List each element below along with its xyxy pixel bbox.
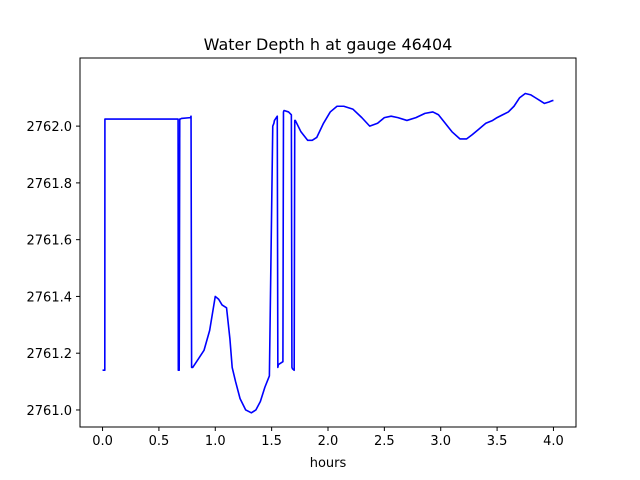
x-tick-label: 0.0 xyxy=(92,434,113,449)
series-line-0 xyxy=(102,92,554,414)
x-tick-label: 0.5 xyxy=(149,434,170,449)
y-tick-label: 2761.4 xyxy=(27,290,73,305)
y-tick-label: 2761.8 xyxy=(27,177,73,192)
x-axis-title: hours xyxy=(310,456,347,471)
x-tick-label: 3.0 xyxy=(430,434,451,449)
y-tick-label: 2761.0 xyxy=(27,404,73,419)
y-tick-label: 2761.2 xyxy=(27,347,73,362)
y-tick-label: 2762.0 xyxy=(27,120,73,135)
chart-title: Water Depth h at gauge 46404 xyxy=(204,35,453,54)
x-tick-label: 4.0 xyxy=(543,434,564,449)
x-tick-label: 3.5 xyxy=(487,434,508,449)
y-tick-label: 2761.6 xyxy=(27,234,73,249)
x-tick-label: 2.5 xyxy=(374,434,395,449)
x-tick-label: 2.0 xyxy=(318,434,339,449)
x-tick-label: 1.0 xyxy=(205,434,226,449)
x-tick-label: 1.5 xyxy=(261,434,282,449)
